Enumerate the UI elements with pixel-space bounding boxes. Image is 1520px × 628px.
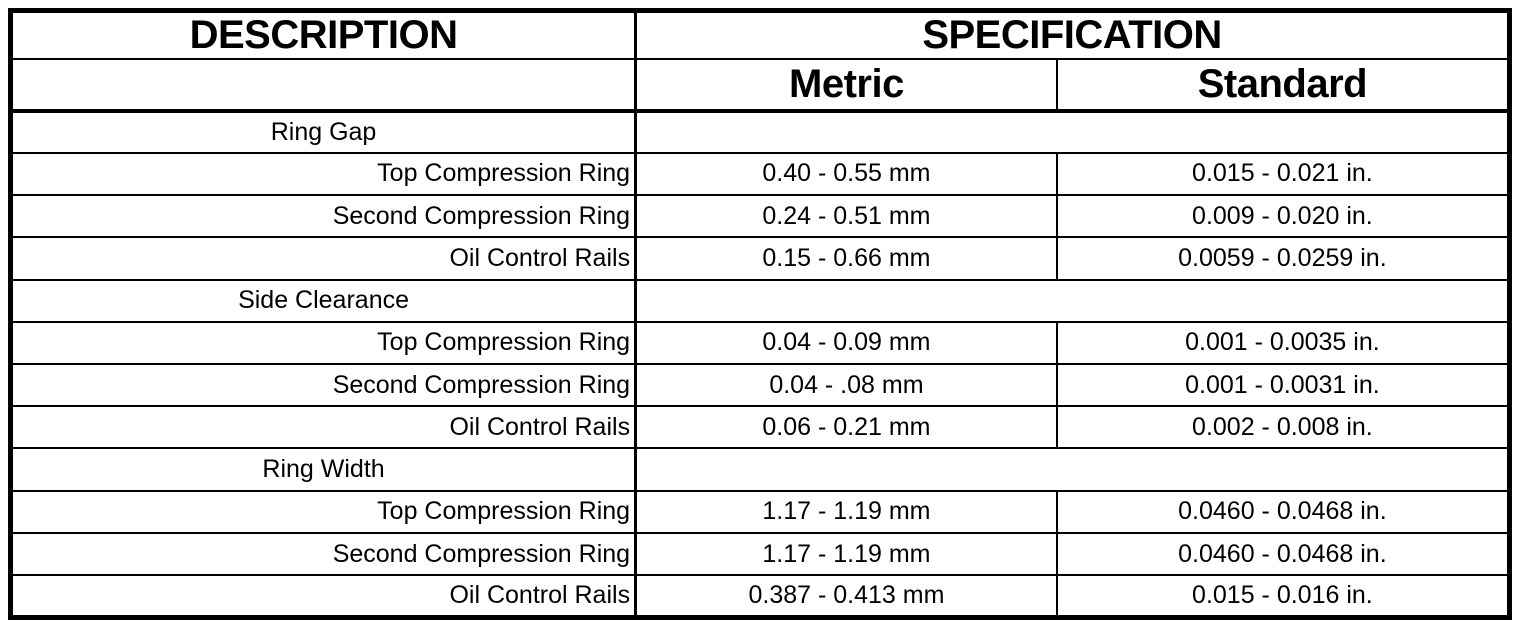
standard-cell: 0.015 - 0.021 in.	[1055, 151, 1511, 197]
merged-spec-cell	[634, 447, 1511, 492]
metric-cell: 0.40 - 0.55 mm	[634, 151, 1058, 197]
description-cell: Second Compression Ring	[9, 531, 638, 577]
metric-cell: 0.04 - 0.09 mm	[634, 320, 1058, 365]
standard-cell: 0.0460 - 0.0468 in.	[1055, 531, 1511, 577]
description-header-spacer	[9, 58, 638, 113]
spec-row: Oil Control Rails 0.06 - 0.21 mm 0.002 -…	[9, 405, 1511, 450]
spec-row: Second Compression Ring 0.04 - .08 mm 0.…	[9, 362, 1511, 408]
specification-header: SPECIFICATION	[634, 9, 1511, 61]
description-header: DESCRIPTION	[9, 9, 638, 61]
description-cell: Oil Control Rails	[9, 574, 638, 619]
description-cell: Top Compression Ring	[9, 489, 638, 534]
section-row-ring-width: Ring Width	[9, 447, 1511, 492]
merged-spec-cell	[634, 278, 1511, 323]
standard-cell: 0.001 - 0.0035 in.	[1055, 320, 1511, 365]
metric-cell: 0.24 - 0.51 mm	[634, 194, 1058, 239]
metric-cell: 0.06 - 0.21 mm	[634, 405, 1058, 450]
metric-cell: 1.17 - 1.19 mm	[634, 531, 1058, 577]
standard-cell: 0.009 - 0.020 in.	[1055, 194, 1511, 239]
standard-cell: 0.001 - 0.0031 in.	[1055, 362, 1511, 408]
header-row-top: DESCRIPTION SPECIFICATION	[9, 9, 1511, 61]
spec-row: Oil Control Rails 0.15 - 0.66 mm 0.0059 …	[9, 236, 1511, 281]
spec-row: Top Compression Ring 0.40 - 0.55 mm 0.01…	[9, 151, 1511, 197]
description-cell: Top Compression Ring	[9, 320, 638, 365]
section-row-ring-gap: Ring Gap	[9, 109, 1511, 154]
description-cell: Top Compression Ring	[9, 151, 638, 197]
description-cell: Second Compression Ring	[9, 362, 638, 408]
description-cell: Oil Control Rails	[9, 236, 638, 281]
standard-header: Standard	[1055, 58, 1511, 113]
section-label: Ring Width	[9, 447, 638, 492]
metric-header: Metric	[634, 58, 1058, 113]
spec-row: Top Compression Ring 1.17 - 1.19 mm 0.04…	[9, 489, 1511, 534]
description-cell: Oil Control Rails	[9, 405, 638, 450]
description-cell: Second Compression Ring	[9, 194, 638, 239]
section-label: Ring Gap	[9, 109, 638, 154]
merged-spec-cell	[634, 109, 1511, 154]
standard-cell: 0.002 - 0.008 in.	[1055, 405, 1511, 450]
metric-cell: 0.04 - .08 mm	[634, 362, 1058, 408]
standard-cell: 0.015 - 0.016 in.	[1055, 574, 1511, 619]
specification-table: DESCRIPTION SPECIFICATION Metric Standar…	[8, 8, 1512, 620]
section-row-side-clearance: Side Clearance	[9, 278, 1511, 323]
header-row-units: Metric Standard	[9, 58, 1511, 113]
spec-row: Top Compression Ring 0.04 - 0.09 mm 0.00…	[9, 320, 1511, 365]
metric-cell: 1.17 - 1.19 mm	[634, 489, 1058, 534]
standard-cell: 0.0059 - 0.0259 in.	[1055, 236, 1511, 281]
standard-cell: 0.0460 - 0.0468 in.	[1055, 489, 1511, 534]
spec-row: Second Compression Ring 1.17 - 1.19 mm 0…	[9, 531, 1511, 577]
metric-cell: 0.15 - 0.66 mm	[634, 236, 1058, 281]
metric-cell: 0.387 - 0.413 mm	[634, 574, 1058, 619]
spec-row: Oil Control Rails 0.387 - 0.413 mm 0.015…	[9, 574, 1511, 619]
section-label: Side Clearance	[9, 278, 638, 323]
spec-row: Second Compression Ring 0.24 - 0.51 mm 0…	[9, 194, 1511, 239]
